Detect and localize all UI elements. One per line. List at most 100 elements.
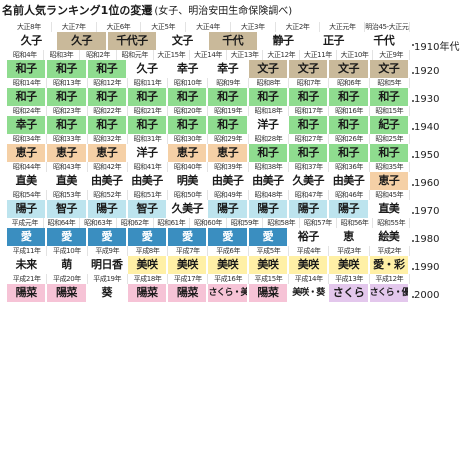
year-label: 大正4年 (186, 22, 231, 32)
decade-tick (412, 156, 414, 158)
year-label: 平成13年 (329, 274, 370, 284)
year-label: 平成17年 (168, 274, 209, 284)
name-cell: 陽子 (248, 200, 290, 218)
name-cell: 和子 (47, 88, 88, 106)
decade-label: 1980 (414, 234, 440, 245)
ranking-grid: 大正8年 大正7年 大正6年 大正5年 大正4年 大正3年 大正2年 大正元年 明治45-大正元… (7, 22, 411, 302)
year-label: 昭和22年 (88, 106, 128, 116)
decade-label: 1920 (414, 66, 440, 77)
decade-label: 2000 (414, 290, 440, 301)
year-label: 平成15年 (249, 274, 290, 284)
year-label: 昭和14年 (7, 78, 48, 88)
name-cell: 和子 (127, 116, 169, 134)
year-label: 平成10年 (47, 246, 88, 256)
year-label: 昭和56年 (337, 218, 374, 228)
year-label: 昭和9年 (208, 78, 249, 88)
year-label: 昭和55年 (373, 218, 411, 228)
decade-label: 1940 (414, 122, 440, 133)
year-label: 平成18年 (128, 274, 169, 284)
year-label: 昭和39年 (208, 162, 249, 172)
year-label: 昭和29年 (208, 134, 249, 144)
year-label: 昭和64年 (44, 218, 81, 228)
decade-label: 1930 (414, 94, 440, 105)
name-cell: 和子 (369, 144, 410, 162)
name-cell: 美咲 (208, 256, 249, 274)
decade-tick (412, 240, 414, 242)
year-label: 昭和50年 (168, 190, 209, 200)
name-cell: 紀子 (369, 116, 410, 134)
name-cell: 由美子 (248, 172, 290, 190)
name-cell: 直美 (369, 200, 410, 218)
name-cell: 和子 (208, 88, 249, 106)
year-row: 平成21年 平成20年 平成19年 平成18年 平成17年 平成16年 平成15年 平成14年… (7, 274, 410, 284)
year-row: 昭和4年 昭和3年 昭和2年 昭和元年 大正15年 大正14年 大正13年 大正12年 大正11… (7, 50, 411, 60)
decade-label: 1970 (414, 206, 440, 217)
year-label: 平成5年 (249, 246, 290, 256)
decade-label: 1990 (414, 262, 440, 273)
year-label: 昭和3年 (44, 50, 81, 60)
name-cell: 絵美 (369, 228, 410, 246)
year-row: 昭和44年 昭和43年 昭和42年 昭和41年 昭和40年 昭和39年 昭和38年 昭和37年… (7, 162, 410, 172)
year-row: 昭和34年 昭和33年 昭和32年 昭和31年 昭和30年 昭和29年 昭和28年 昭和27年… (7, 134, 410, 144)
name-cell: 美咲 (248, 256, 290, 274)
name-cell: 千代 (359, 32, 410, 50)
year-label: 昭和30年 (168, 134, 209, 144)
name-cell: 和子 (208, 116, 249, 134)
decade-tick (412, 100, 414, 102)
name-cell: 文子 (369, 60, 410, 78)
year-label: 昭和7年 (289, 78, 330, 88)
year-row: 平成11年 平成10年 平成9年 平成8年 平成7年 平成6年 平成5年 平成4年 平成3年 平成… (7, 246, 410, 256)
year-label: 昭和25年 (370, 134, 410, 144)
year-label: 昭和4年 (7, 50, 44, 60)
name-cell: 和子 (248, 144, 290, 162)
year-row: 平成元年 昭和64年 昭和63年 昭和62年 昭和61年 昭和60年 昭和59年 昭和58年昭… (7, 218, 411, 228)
year-label: 昭和49年 (208, 190, 249, 200)
year-label: 昭和47年 (289, 190, 330, 200)
name-cell: 和子 (87, 60, 128, 78)
year-label: 昭和62年 (117, 218, 154, 228)
name-cell: 美咲・葵 (289, 284, 330, 302)
name-cell: 和子 (289, 144, 330, 162)
year-label: 大正10年 (337, 50, 374, 60)
name-cell: 陽菜 (47, 284, 88, 302)
year-label: 大正11年 (300, 50, 337, 60)
year-label: 昭和27年 (289, 134, 330, 144)
year-label: 明治45-大正元年 (365, 22, 411, 32)
name-cell: 直美 (47, 172, 88, 190)
year-label: 大正7年 (52, 22, 97, 32)
year-label: 昭和24年 (7, 106, 48, 116)
year-label: 昭和19年 (208, 106, 249, 116)
decade-tick (412, 212, 414, 214)
year-label: 大正5年 (141, 22, 187, 32)
name-row: 和子 和子 和子 和子 和子 和子 和子 和子 和子 和子 (7, 88, 410, 106)
year-label: 平成9年 (88, 246, 128, 256)
year-label: 昭和44年 (7, 162, 48, 172)
name-cell: 和子 (329, 144, 370, 162)
year-label: 昭和35年 (370, 162, 410, 172)
name-cell: 幸子 (168, 60, 209, 78)
name-cell: 和子 (248, 88, 290, 106)
year-label: 昭和17年 (289, 106, 330, 116)
decade-label: 1960 (414, 178, 440, 189)
name-cell: 久美子 (168, 200, 209, 218)
year-label: 昭和26年 (329, 134, 370, 144)
name-cell: 和子 (7, 60, 48, 78)
name-cell: 葵 (87, 284, 128, 302)
year-label: 昭和63年 (80, 218, 117, 228)
name-cell: 明美 (168, 172, 209, 190)
year-label: 昭和12年 (88, 78, 128, 88)
year-label: 平成19年 (88, 274, 128, 284)
name-cell: 陽菜 (168, 284, 209, 302)
year-label: 平成12年 (370, 274, 410, 284)
name-cell: 美咲 (168, 256, 209, 274)
name-cell: 久子 (7, 32, 58, 50)
name-cell: 陽菜 (7, 284, 48, 302)
name-cell: 和子 (47, 116, 88, 134)
name-cell: 幸子 (7, 116, 48, 134)
name-cell: 恵子 (47, 144, 88, 162)
year-label: 昭和23年 (47, 106, 88, 116)
year-label: 大正6年 (97, 22, 142, 32)
name-cell: 智子 (47, 200, 88, 218)
name-cell: 和子 (87, 116, 128, 134)
